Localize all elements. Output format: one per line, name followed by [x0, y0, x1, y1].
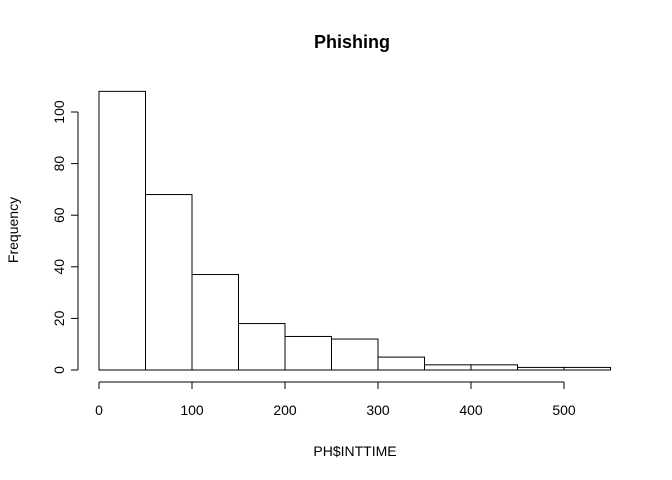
x-tick-label: 500 — [552, 402, 576, 418]
x-tick-label: 200 — [273, 402, 297, 418]
histogram-bar — [331, 338, 379, 371]
histogram-bar — [191, 274, 239, 371]
histogram-bar — [424, 364, 472, 371]
y-tick-label: 20 — [51, 310, 67, 326]
x-axis: 0 100 200 300 400 500 — [95, 381, 576, 418]
x-tick-label: 400 — [459, 402, 483, 418]
y-tick-label: 0 — [51, 366, 67, 374]
y-tick-label: 40 — [51, 259, 67, 275]
histogram-bar — [377, 356, 425, 371]
y-axis-label: Frequency — [5, 197, 21, 263]
histogram-bar — [98, 90, 146, 371]
x-tick-label: 0 — [95, 402, 103, 418]
histogram-bar — [145, 194, 193, 371]
histogram-bar — [517, 366, 565, 371]
x-axis-label: PH$INTTIME — [313, 443, 396, 459]
histogram-bar — [284, 335, 332, 371]
y-tick-label: 80 — [51, 156, 67, 172]
histogram-bar — [470, 364, 518, 371]
chart-title: Phishing — [314, 32, 390, 52]
y-axis: 0 20 40 60 80 100 — [51, 100, 79, 374]
x-tick-label: 300 — [366, 402, 390, 418]
histogram-bar — [563, 366, 611, 371]
x-tick-label: 100 — [180, 402, 204, 418]
y-tick-label: 100 — [51, 100, 67, 124]
histogram-bars — [98, 90, 611, 371]
histogram-bar — [238, 323, 286, 371]
y-tick-label: 60 — [51, 207, 67, 223]
